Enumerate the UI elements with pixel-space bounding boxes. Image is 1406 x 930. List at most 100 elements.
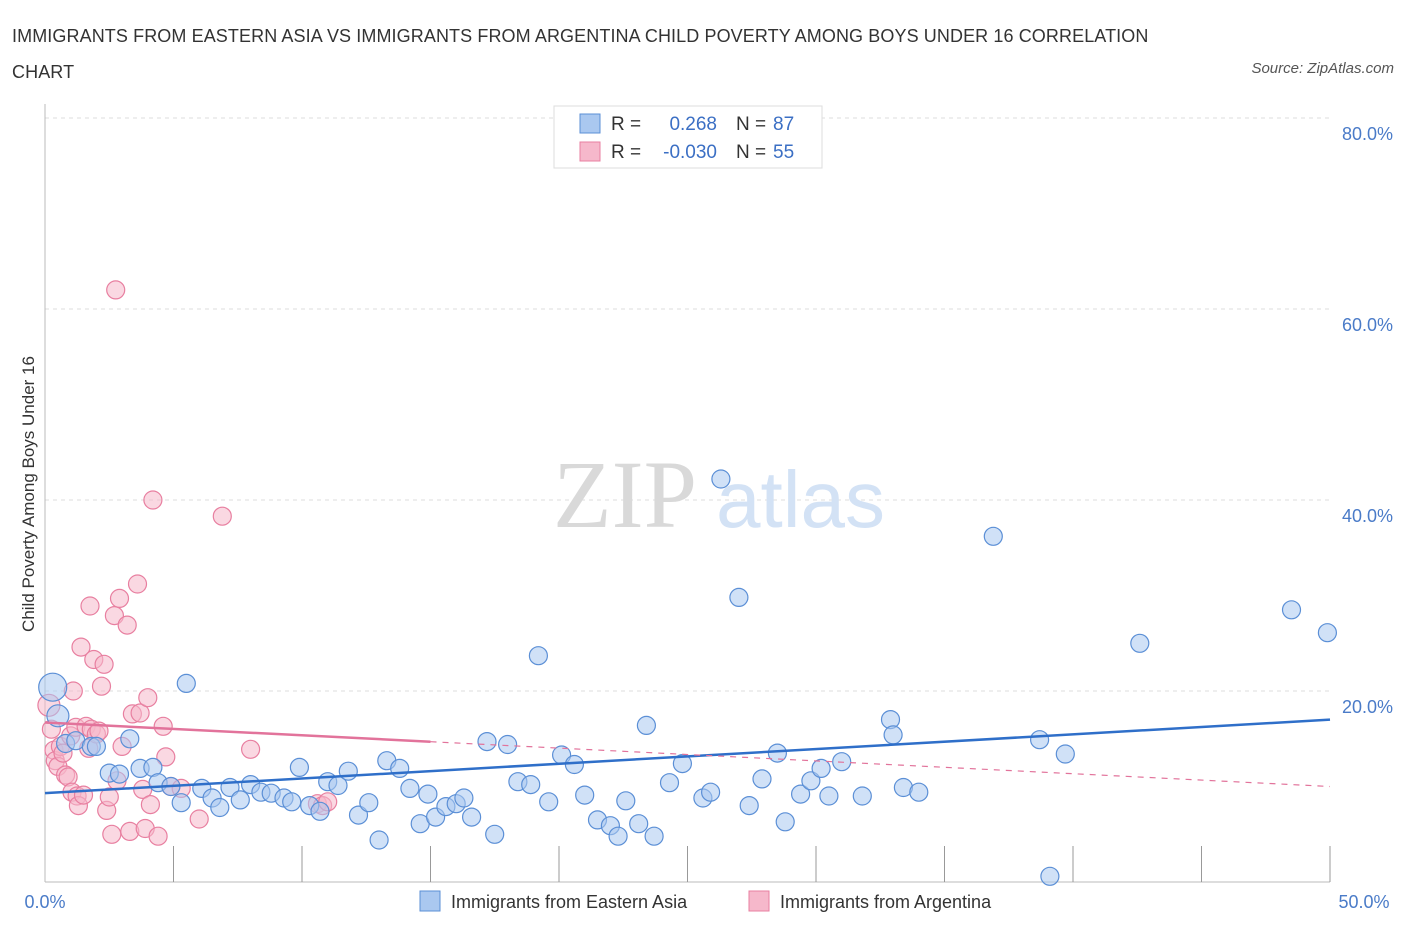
bottom-legend-label-argentina: Immigrants from Argentina: [780, 892, 992, 912]
eastern-asia-point: [1317, 623, 1338, 643]
argentina-points: [37, 280, 338, 846]
eastern-asia-point: [983, 526, 1003, 546]
argentina-point: [241, 739, 261, 759]
eastern-asia-point: [390, 758, 410, 779]
eastern-asia-point: [700, 782, 721, 802]
argentina-point: [73, 785, 94, 805]
eastern-asia-point: [1029, 730, 1050, 750]
argentina-point: [99, 787, 119, 807]
eastern-asia-point: [1281, 600, 1302, 620]
x-axis-ticks: [173, 846, 1331, 882]
legend-r-label-2: R =: [611, 142, 641, 163]
eastern-asia-point: [1040, 866, 1060, 886]
y-axis-title: Child Poverty Among Boys Under 16: [19, 356, 38, 632]
y-tick-label-20: 20.0%: [1342, 697, 1393, 717]
y-tick-label-60: 60.0%: [1342, 315, 1393, 335]
argentina-point: [102, 824, 122, 844]
eastern-asia-point: [477, 731, 497, 752]
legend-r-value-1: 0.268: [669, 114, 717, 135]
argentina-point: [140, 794, 160, 815]
eastern-asia-point: [369, 830, 389, 850]
argentina-point: [130, 703, 150, 723]
eastern-asia-point: [729, 587, 749, 608]
argentina-point: [117, 615, 137, 635]
legend-n-label-2: N =: [736, 142, 766, 163]
eastern-asia-point: [171, 793, 191, 813]
eastern-asia-point: [767, 743, 788, 763]
eastern-asia-point: [109, 764, 130, 784]
argentina-point: [143, 490, 163, 510]
watermark: ZIP atlas: [553, 441, 885, 548]
eastern-asia-point: [348, 805, 369, 825]
source-note: Source: ZipAtlas.com: [1251, 60, 1394, 77]
eastern-asia-point: [310, 801, 330, 821]
argentina-point: [106, 280, 126, 300]
watermark-zip: ZIP: [553, 441, 697, 548]
eastern-asia-point: [1130, 633, 1150, 653]
eastern-asia-point: [852, 786, 872, 806]
eastern-asia-point: [711, 469, 731, 489]
legend-r-value-2: -0.030: [663, 142, 717, 163]
argentina-point: [138, 688, 158, 708]
legend-n-label-1: N =: [736, 114, 766, 135]
eastern-asia-point: [230, 790, 250, 810]
eastern-asia-point: [636, 715, 657, 736]
x-tick-label-min: 0.0%: [24, 892, 65, 912]
eastern-asia-point: [575, 785, 595, 805]
eastern-asia-point: [176, 673, 196, 694]
legend-n-value-1: 87: [773, 114, 794, 135]
eastern-asia-point: [775, 812, 795, 832]
axes: [44, 104, 1331, 883]
eastern-asia-point: [739, 795, 759, 816]
legend-swatch-eastern-asia: [579, 113, 601, 134]
legend-r-label-1: R =: [611, 114, 641, 135]
argentina-point: [127, 574, 148, 594]
argentina-point: [91, 676, 112, 696]
argentina-point: [212, 506, 232, 526]
eastern-asia-point: [282, 792, 302, 812]
bottom-legend-swatch-eastern-asia: [419, 890, 441, 912]
eastern-asia-point: [210, 797, 230, 818]
eastern-asia-point: [418, 784, 438, 804]
eastern-asia-point: [86, 736, 107, 757]
eastern-asia-point: [454, 788, 474, 808]
bottom-legend-label-eastern-asia: Immigrants from Eastern Asia: [451, 892, 688, 912]
y-tick-label-40: 40.0%: [1342, 506, 1393, 526]
legend-n-value-2: 55: [773, 142, 794, 163]
argentina-point: [94, 654, 114, 674]
eastern-asia-point: [883, 725, 903, 745]
trend-line-eastern-asia: [44, 718, 1331, 795]
eastern-asia-point: [528, 646, 549, 666]
eastern-asia-point: [659, 773, 680, 793]
y-tick-label-80: 80.0%: [1342, 124, 1393, 144]
eastern-asia-point: [120, 729, 140, 749]
trend-line-argentina: [44, 721, 431, 743]
bottom-legend-swatch-argentina: [748, 890, 770, 912]
eastern-asia-point: [1055, 744, 1075, 764]
argentina-point: [104, 605, 125, 626]
eastern-asia-point: [46, 704, 70, 728]
eastern-asia-point: [289, 757, 309, 778]
eastern-asia-point: [608, 826, 628, 846]
argentina-point: [109, 588, 130, 609]
eastern-asia-point: [629, 814, 649, 834]
argentina-point: [156, 747, 176, 767]
legend-swatch-argentina: [579, 141, 601, 162]
eastern-asia-point: [485, 824, 505, 844]
eastern-asia-point: [539, 792, 559, 812]
eastern-asia-point: [359, 793, 379, 813]
eastern-asia-point: [752, 769, 772, 789]
argentina-point: [71, 637, 91, 657]
eastern-asia-point: [811, 758, 831, 779]
eastern-asia-point: [38, 672, 68, 702]
eastern-asia-point: [909, 782, 929, 802]
argentina-point: [148, 826, 168, 846]
series-legend: Immigrants from Eastern Asia Immigrants …: [419, 890, 992, 912]
eastern-asia-point: [790, 784, 811, 804]
watermark-atlas: atlas: [716, 455, 885, 544]
eastern-asia-point: [400, 778, 420, 799]
trend-lines: [44, 718, 1331, 795]
argentina-point: [189, 809, 209, 829]
y-tick-labels: 20.0% 40.0% 60.0% 80.0%: [1342, 124, 1393, 717]
